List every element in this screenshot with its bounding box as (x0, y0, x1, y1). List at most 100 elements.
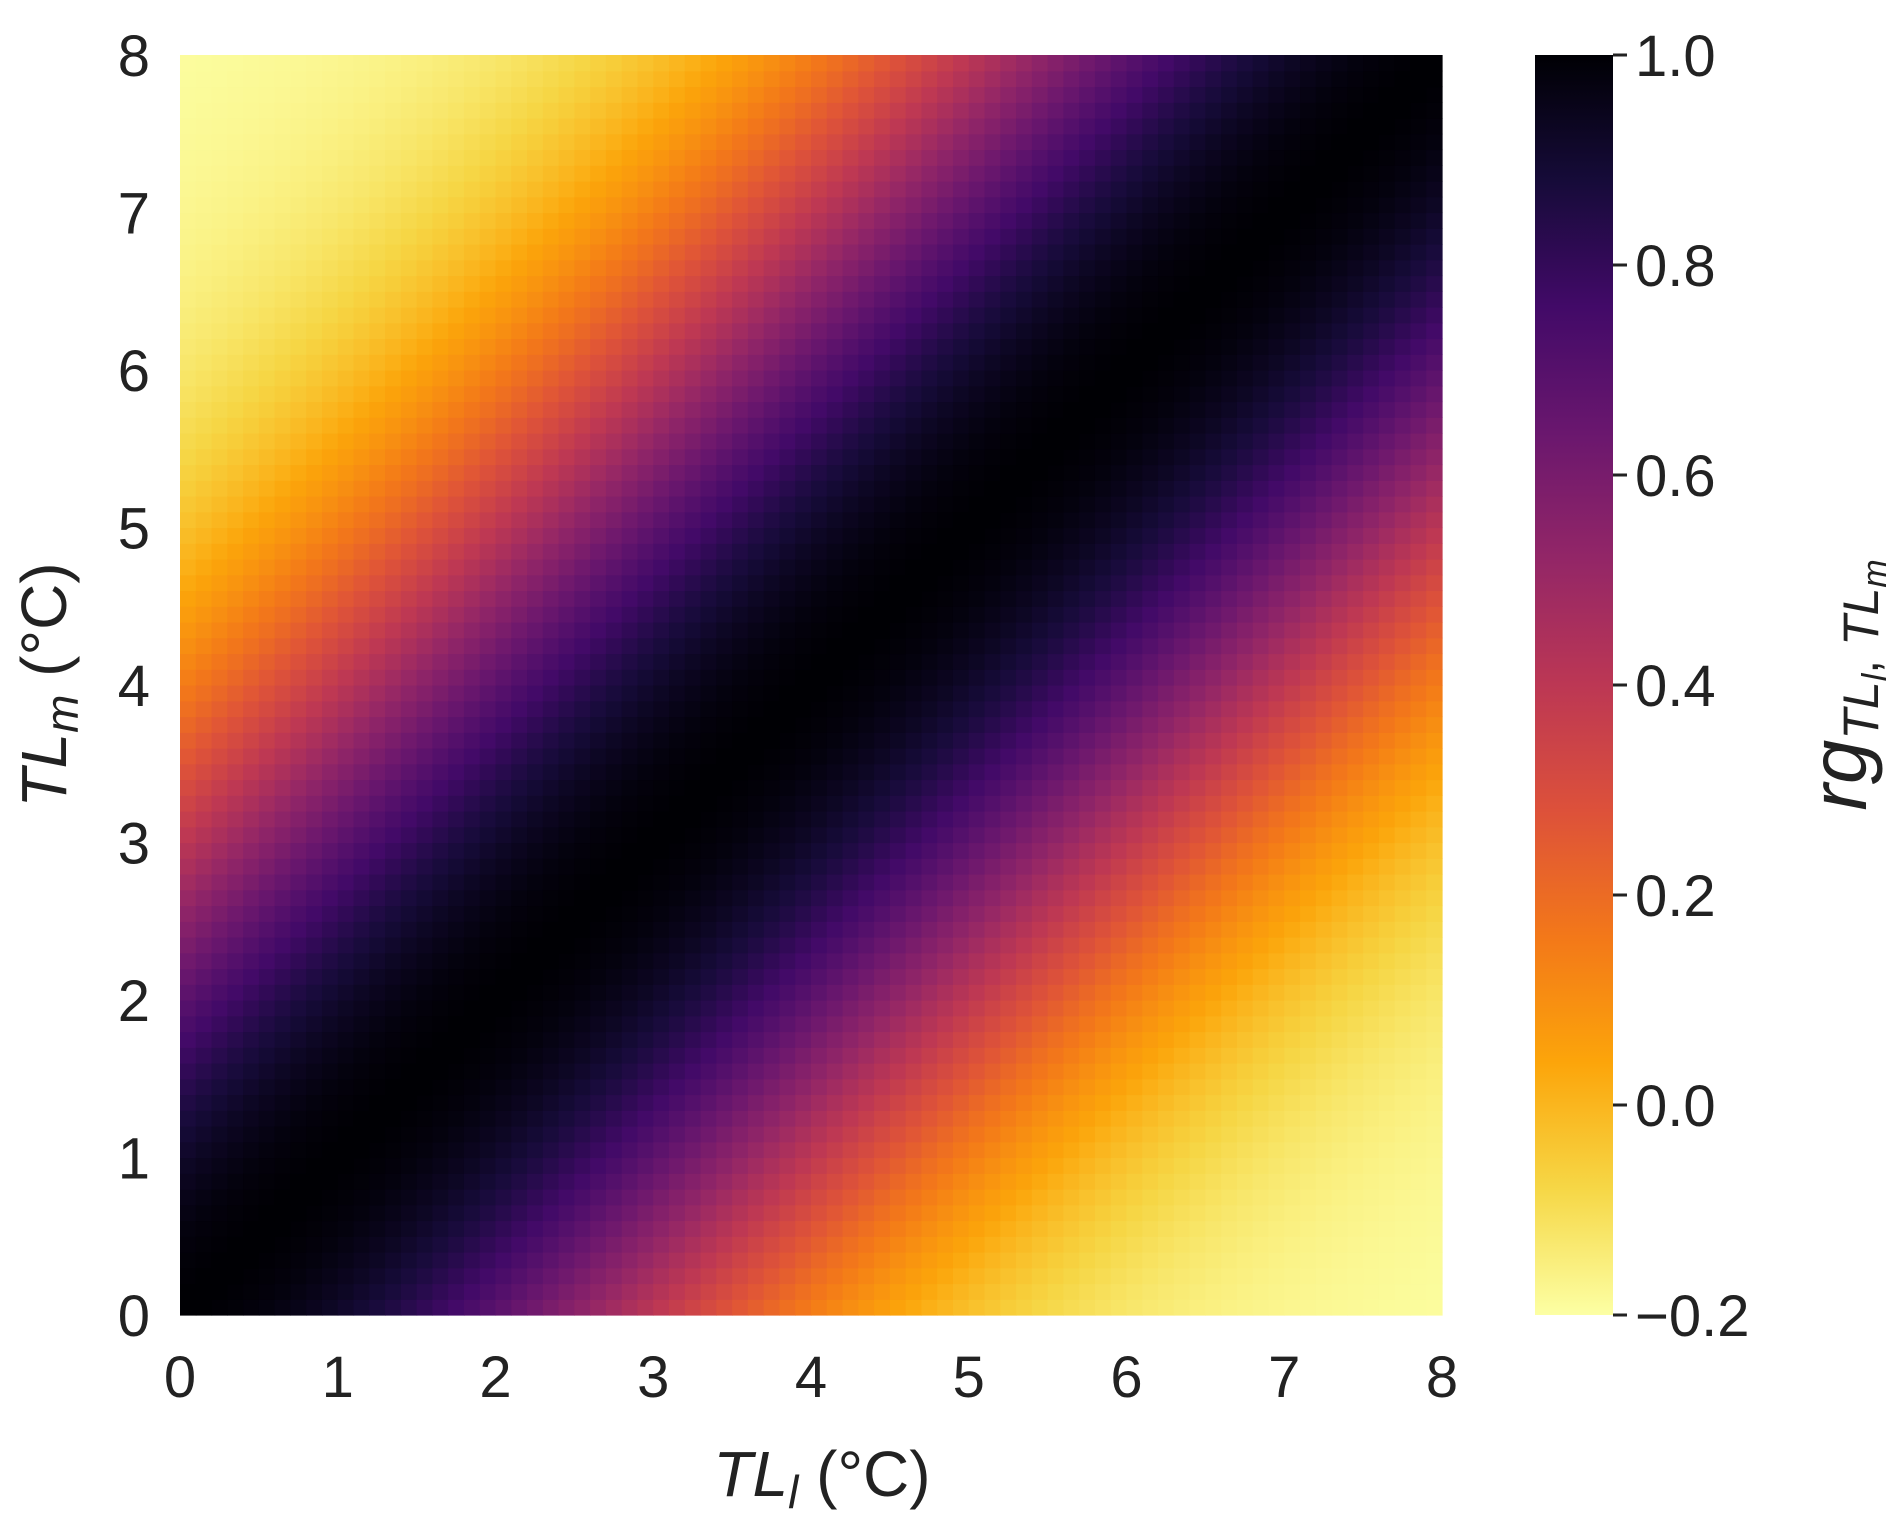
heatmap-cell (889, 149, 907, 166)
heatmap-cell (258, 275, 276, 292)
heatmap-cell (211, 952, 228, 970)
heatmap-cell (1031, 968, 1049, 985)
heatmap-cell (590, 559, 607, 576)
heatmap-cell (1063, 70, 1080, 88)
heatmap-cell (558, 338, 575, 355)
heatmap-cell (479, 732, 497, 749)
heatmap-cell (321, 984, 339, 1001)
heatmap-cell (1079, 1252, 1096, 1269)
heatmap-cell (227, 1236, 244, 1253)
heatmap-cell (479, 181, 497, 198)
heatmap-cell (842, 1283, 859, 1300)
heatmap-cell (1142, 259, 1159, 277)
heatmap-cell (1063, 165, 1080, 182)
heatmap-cell (826, 700, 844, 718)
heatmap-cell (1142, 889, 1159, 907)
heatmap-cell (621, 275, 639, 292)
heatmap-cell (1126, 244, 1143, 261)
heatmap-cell (763, 244, 781, 261)
heatmap-cell (432, 779, 449, 796)
heatmap-cell (937, 385, 954, 403)
heatmap-cell (905, 354, 923, 371)
heatmap-cell (527, 196, 544, 214)
heatmap-cell (700, 133, 717, 151)
heatmap-cell (558, 1189, 575, 1206)
heatmap-cell (1016, 1236, 1033, 1253)
heatmap-cell (369, 653, 386, 670)
heatmap-cell (984, 732, 1001, 749)
heatmap-cell (180, 401, 197, 418)
heatmap-cell (669, 1141, 686, 1159)
heatmap-cell (1016, 165, 1033, 182)
heatmap-cell (968, 874, 986, 891)
heatmap-cell (795, 732, 812, 749)
heatmap-cell (448, 795, 465, 812)
heatmap-cell (889, 748, 907, 765)
heatmap-cell (968, 811, 986, 828)
heatmap-cell (1031, 984, 1049, 1001)
heatmap-cell (306, 244, 323, 261)
heatmap-cell (1094, 70, 1112, 88)
heatmap-cell (732, 480, 749, 497)
heatmap-cell (921, 86, 938, 103)
heatmap-cell (1079, 543, 1096, 560)
heatmap-cell (1142, 1078, 1159, 1096)
heatmap-cell (511, 149, 528, 166)
heatmap-cell (432, 622, 449, 639)
heatmap-cell (874, 527, 891, 544)
heatmap-cell (700, 1267, 717, 1285)
heatmap-cell (1094, 795, 1112, 812)
heatmap-cell (716, 275, 733, 292)
heatmap-cell (1110, 826, 1128, 844)
heatmap-cell (747, 86, 765, 103)
heatmap-cell (1126, 55, 1143, 72)
heatmap-cell (590, 354, 607, 371)
heatmap-cell (590, 55, 607, 72)
heatmap-cell (353, 1157, 370, 1174)
heatmap-cell (763, 1252, 781, 1269)
heatmap-cell (669, 1157, 686, 1174)
heatmap-cell (1016, 1047, 1033, 1064)
heatmap-cell (795, 921, 812, 938)
heatmap-cell (795, 102, 812, 119)
heatmap-cell (416, 385, 434, 403)
heatmap-cell (321, 874, 339, 891)
heatmap-cell (195, 1173, 213, 1190)
heatmap-cell (574, 637, 591, 655)
heatmap-cell (874, 1204, 891, 1222)
heatmap-cell (732, 370, 749, 387)
heatmap-cell (306, 763, 323, 781)
heatmap-cell (1079, 55, 1096, 72)
heatmap-cell (1016, 212, 1033, 229)
heatmap-cell (968, 543, 986, 560)
heatmap-cell (369, 795, 386, 812)
heatmap-cell (448, 858, 465, 875)
heatmap-cell (463, 590, 481, 607)
heatmap-cell (889, 1078, 907, 1096)
heatmap-cell (779, 1267, 796, 1285)
heatmap-cell (511, 338, 528, 355)
heatmap-cell (795, 1173, 812, 1190)
heatmap-cell (511, 244, 528, 261)
heatmap-cell (1079, 433, 1096, 450)
heatmap-cell (1158, 1283, 1175, 1300)
heatmap-cell (1000, 637, 1017, 655)
heatmap-cell (227, 322, 244, 340)
heatmap-cell (1142, 937, 1159, 954)
heatmap-cell (495, 700, 512, 718)
heatmap-cell (290, 811, 307, 828)
heatmap-cell (1016, 118, 1033, 135)
heatmap-cell (984, 984, 1001, 1001)
heatmap-cell (321, 1252, 339, 1269)
heatmap-cell (290, 165, 307, 182)
heatmap-cell (1110, 338, 1128, 355)
heatmap-cell (763, 606, 781, 623)
heatmap-cell (558, 1126, 575, 1143)
heatmap-cell (274, 448, 292, 466)
heatmap-cell (527, 464, 544, 481)
heatmap-cell (180, 244, 197, 261)
heatmap-cell (937, 543, 954, 560)
heatmap-cell (747, 952, 765, 970)
heatmap-cell (1079, 732, 1096, 749)
